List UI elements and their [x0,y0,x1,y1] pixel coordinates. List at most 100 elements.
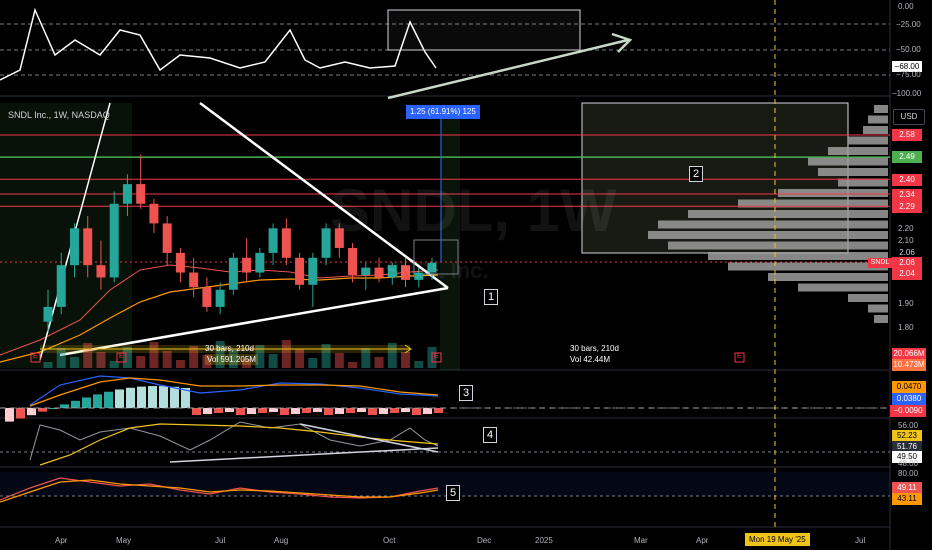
candle-body[interactable] [268,228,278,253]
volume-profile-bar [708,252,888,260]
earnings-marker[interactable] [431,352,442,363]
axis-tick: 0.00 [898,2,914,11]
candle-body[interactable] [109,203,119,278]
annotation-1[interactable]: 1 [484,289,498,305]
rsi-line [29,421,439,461]
volume-bar [361,348,371,368]
annotation-3[interactable]: 3 [459,385,473,401]
volume-bar [189,346,199,368]
time-tick: Oct [383,536,396,545]
earnings-marker-label: E [33,353,38,360]
volume-bar [295,349,305,368]
trend-arrow [387,38,629,100]
macd-histogram-bar [434,408,443,413]
range-arrow-head [404,344,412,354]
symbol-title[interactable]: SNDL Inc., 1W, NASDAQ [8,110,110,120]
candle-body[interactable] [215,289,225,307]
rsi-divergence-lower [169,447,439,463]
candle-body[interactable] [43,306,53,322]
candle-body[interactable] [348,247,358,275]
macd-histogram-bar [148,386,157,408]
annotation-2[interactable]: 2 [689,166,703,182]
axis-tick: −25.00 [896,20,921,29]
macd-histogram-bar [269,408,278,412]
candle-body[interactable] [175,252,185,273]
macd-line [29,375,439,406]
macd-histogram-bar [368,408,377,415]
time-tick: Jul [855,536,866,545]
currency-label[interactable]: USD [893,109,925,125]
macd-pane [0,375,890,422]
macd-histogram-bar [313,408,322,412]
macd-histogram-bar [225,408,234,412]
macd-tag: −0.0090 [890,405,926,417]
candle-body[interactable] [242,257,252,273]
candle-body[interactable] [334,228,344,248]
macd-histogram-bar [302,408,311,413]
macd-histogram-bar [379,408,388,414]
candle-body[interactable] [122,184,132,204]
volume-bars [43,340,437,368]
candle-body[interactable] [427,262,437,273]
macd-histogram-bar [258,408,267,413]
annotation-4[interactable]: 4 [483,427,497,443]
candle-body[interactable] [308,257,318,285]
candle-body[interactable] [255,252,265,273]
candle-body[interactable] [56,265,66,307]
green-zone-measure [440,118,460,370]
candle-body[interactable] [281,228,291,258]
trendline-lower [59,286,449,357]
price-tag: 2.04 [892,268,922,280]
candle-body[interactable] [401,265,411,280]
stoch-tag: 49.11 [892,482,922,494]
crosshair-date-label: Mon 19 May '25 [745,533,810,546]
macd-histogram-bar [159,386,168,408]
annotation-5[interactable]: 5 [446,485,460,501]
candle-body[interactable] [228,257,238,290]
earnings-marker[interactable] [734,352,745,363]
candle-body[interactable] [321,228,331,258]
macd-histogram-bar [390,408,399,413]
time-tick: Dec [477,536,492,545]
macd-histogram-bar [203,408,212,414]
axis-tick: −100.00 [892,89,922,98]
candle-body[interactable] [69,228,79,266]
candle-body[interactable] [162,223,172,253]
volume-profile-bar [808,157,888,166]
candle-body[interactable] [202,287,212,307]
earnings-marker[interactable] [116,352,127,363]
volume-profile-bar [818,168,888,176]
candle-body[interactable] [387,265,397,278]
candle-body[interactable] [361,267,371,275]
candle-body[interactable] [189,272,199,288]
price-pane [0,101,890,370]
volume-bar [334,353,344,368]
axis-tick: −50.00 [896,45,921,54]
candle-body[interactable] [374,267,384,278]
volume-profile-bar [838,178,888,187]
macd-histogram-bar [60,404,69,408]
candle-body[interactable] [83,228,93,266]
volume-profile-bar [828,147,888,155]
volume-profile-bar [668,241,888,250]
volume-profile-bar [768,273,888,281]
volume-bar [109,361,119,368]
candle-body[interactable] [414,272,424,280]
candle-body[interactable] [149,203,159,224]
candle-body[interactable] [295,257,305,285]
volume-bar [242,359,252,368]
range-bars-text: 30 bars, 210d [205,344,254,353]
volume-bar [255,345,265,368]
volume-bar [136,356,146,368]
candle-body[interactable] [136,184,146,204]
candle-body[interactable] [96,265,106,278]
volume-bar [96,352,106,368]
macd-histogram-bar [357,408,366,412]
stoch-pane [0,472,890,503]
volume-bar [414,361,424,368]
rsi-pane [0,421,890,466]
volume-bar [348,362,358,368]
earnings-marker[interactable] [30,352,41,363]
